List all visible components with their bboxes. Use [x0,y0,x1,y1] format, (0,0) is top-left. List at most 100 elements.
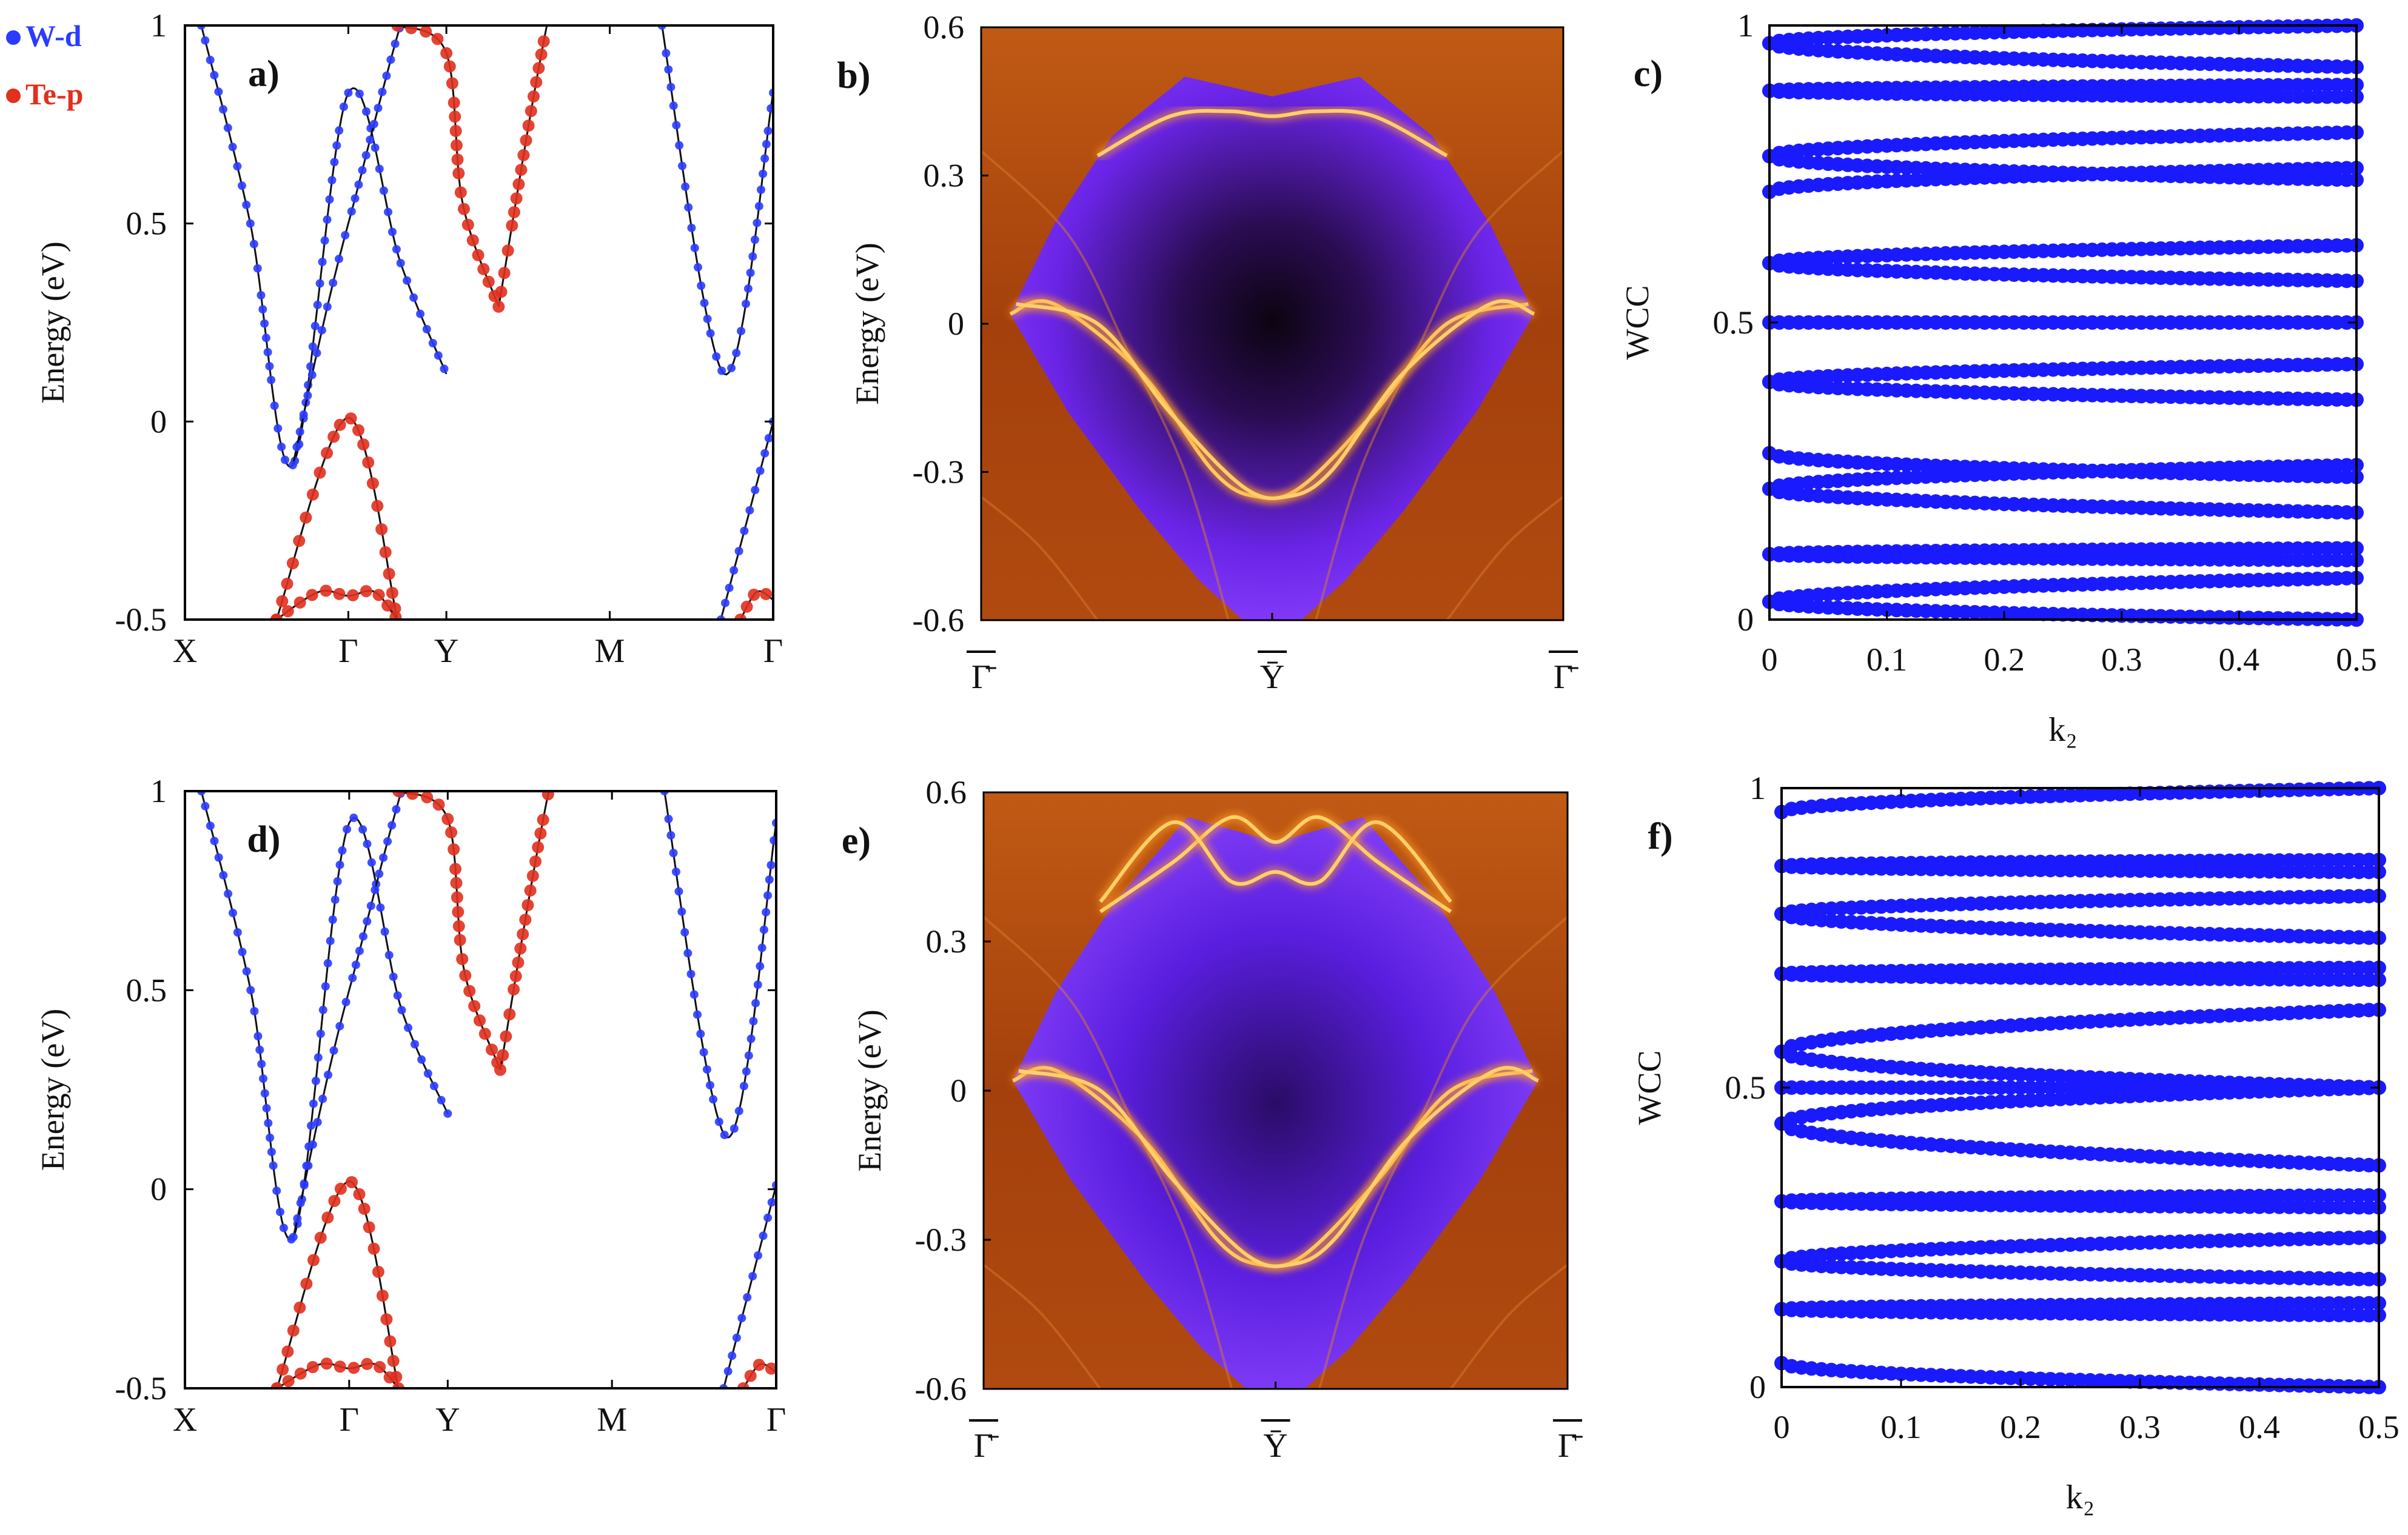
wd-weight-dot [750,235,759,244]
wd-weight-dot [262,1104,271,1113]
wd-weight-dot [318,1094,327,1103]
wd-weight-dot [249,239,258,249]
tep-weight-dot [270,614,283,620]
wd-weight-dot [669,849,678,857]
wcc-ytick-label: 1 [1737,7,1754,44]
wd-weight-dot [383,837,392,846]
wcc-point [2332,1188,2347,1203]
surface-xtick-label: Ȳ [1260,658,1284,696]
wcc-point [2332,852,2347,868]
panel-label-d: d) [247,819,280,860]
wd-weight-dot [335,860,344,869]
wcc-point [1944,1080,1959,1095]
bulk-gap-region [1010,76,1534,620]
wcc-point [1794,1080,1809,1095]
wd-weight-dot [233,162,242,171]
tep-weight-dot [510,192,523,205]
tep-weight-dot [459,969,472,982]
wcc-point [2212,863,2227,878]
wd-weight-dot [431,688,440,697]
band-xtick-label: Γ [340,1401,359,1439]
tep-weight-dot [452,167,465,179]
wd-weight-dot [363,917,372,926]
wd-weight-dot [279,1223,288,1232]
wcc-point [2332,1308,2347,1323]
tep-weight-dot [421,791,434,804]
tep-weight-dot [387,1354,400,1367]
wd-weight-dot [214,853,223,862]
wd-weight-dot [363,840,372,849]
tep-weight-dot [314,466,326,479]
wd-weight-dot [743,1293,752,1302]
wd-weight-dot [289,1232,298,1242]
wcc-point [1834,1080,1849,1095]
wcc-point [1963,1080,1978,1095]
wd-weight-dot [671,868,680,876]
wcc-point [2272,1296,2287,1311]
tep-weight-dot [454,934,466,946]
wd-weight-dot [224,889,233,898]
wd-weight-dot [264,1119,273,1128]
wd-weight-dot [428,339,437,347]
wcc-point [2352,1296,2367,1311]
wcc-plot-area [1762,18,2364,627]
surface-state-line [1099,820,1452,903]
panel-label-a: a) [248,53,280,95]
wd-weight-dot [321,982,330,991]
tep-weight-dot [375,523,388,535]
wd-weight-dot [669,101,678,110]
wd-weight-dot [759,1231,768,1240]
wcc-point [2272,961,2287,976]
wcc-point [1863,1080,1879,1095]
tep-weight-dot [281,1345,294,1358]
wd-weight-dot [308,342,317,351]
wd-weight-dot [727,364,736,373]
wcc-point [2292,1307,2307,1322]
wd-weight-dot [753,980,762,989]
wd-weight-dot [223,123,232,132]
tep-weight-dot [334,1182,347,1195]
wd-weight-dot [654,1,663,10]
wd-weight-dot [702,1065,711,1074]
wd-weight-dot [328,915,337,924]
tep-weight-dot [543,11,555,23]
panel-label-c: c) [1634,53,1663,95]
band-ytick-label: 1 [150,7,167,44]
wcc-point [2272,972,2287,987]
wcc-point [2033,970,2048,985]
wd-weight-dot [260,319,269,328]
legend-tep-marker [6,89,21,103]
wcc-point [1804,1080,1819,1095]
wd-weight-dot [766,861,776,869]
wd-weight-dot [263,347,272,356]
tep-weight-dot [449,125,462,137]
wcc-ytick-label: 0 [1737,601,1754,638]
tep-weight-dot [737,1382,750,1388]
surface-ytick-label: -0.3 [913,454,964,490]
tep-weight-dot [379,546,392,558]
wd-weight-dot [756,961,765,971]
tep-weight-dot [765,1362,776,1375]
wd-weight-dot [255,1045,264,1054]
band-xtick-label: M [597,1401,627,1439]
wd-weight-dot [388,227,397,236]
panel-label-b: b) [837,55,870,96]
wd-weight-dot [313,1118,322,1126]
wcc-point [2043,1080,2058,1095]
band-ylabel: Energy (eV) [35,1009,71,1171]
wd-weight-dot [257,1060,266,1069]
wd-weight-dot [423,708,431,717]
tep-weight-dot [557,721,569,734]
tep-weight-dot [477,263,490,275]
tep-weight-dot [517,928,529,940]
wd-weight-dot [332,141,341,150]
tep-weight-dot [281,577,293,590]
wcc-xlabel: k₂ [2048,711,2078,749]
tep-weight-dot [500,1030,512,1043]
tep-weight-dot [528,90,540,103]
wcc-ytick-label: 1 [1749,770,1766,806]
wd-weight-dot [759,169,768,178]
wd-weight-dot [387,821,397,830]
tep-weight-dot [376,1289,389,1302]
wd-weight-dot [757,943,766,952]
